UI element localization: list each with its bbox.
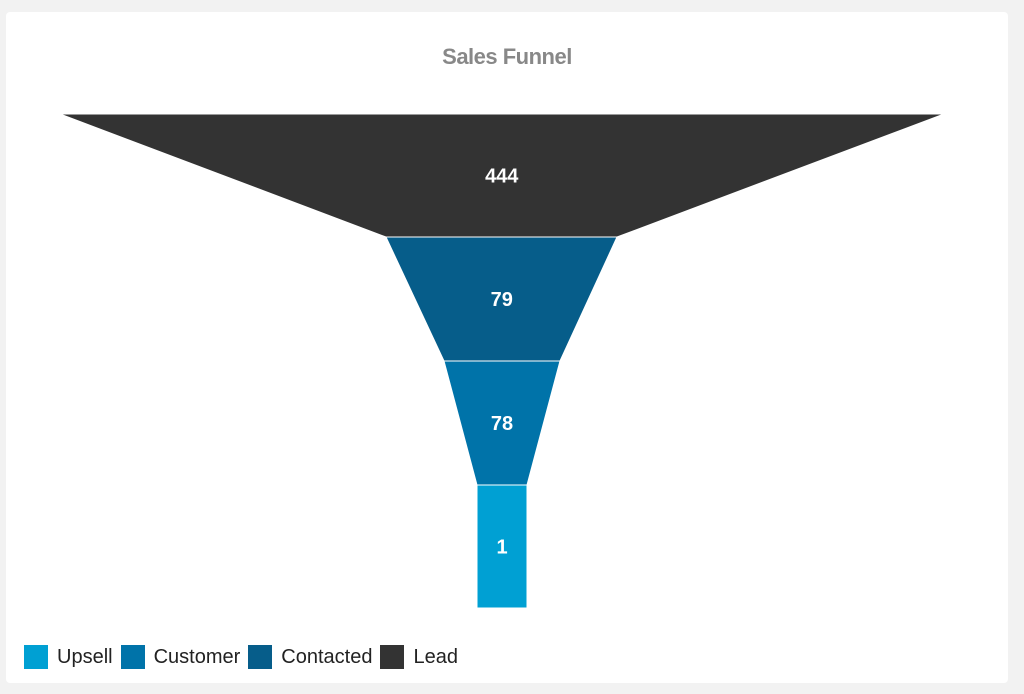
legend-label: Customer [153,645,241,668]
legend-item-customer[interactable]: Customer [120,645,241,669]
legend-item-upsell[interactable]: Upsell [24,645,113,669]
legend-item-contacted[interactable]: Contacted [248,645,372,669]
legend-label: Contacted [281,645,373,668]
chart-title: Sales Funnel [442,44,572,69]
legend-swatch [248,645,273,669]
legend-label: Upsell [57,645,113,668]
data-label-contacted: 79 [491,289,513,311]
legend-label: Lead [413,645,458,668]
data-label-lead: 444 [485,166,519,188]
legend-swatch [380,645,405,669]
data-label-upsell: 1 [496,537,507,559]
legend-item-lead[interactable]: Lead [380,645,458,669]
funnel-segment-upsell [476,484,528,609]
legend: Upsell Customer Contacted Lead [24,645,466,669]
data-label-customer: 78 [491,413,513,435]
legend-swatch [120,645,145,669]
legend-swatch [24,645,48,669]
